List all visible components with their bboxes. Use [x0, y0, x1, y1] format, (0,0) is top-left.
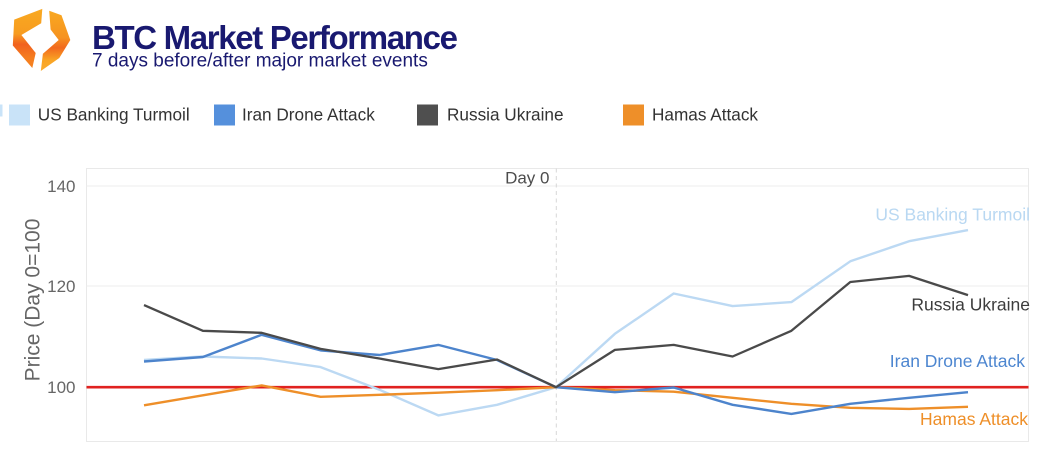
svg-text:Price (Day 0=100: Price (Day 0=100: [22, 219, 45, 382]
svg-text:7 days before/after major mark: 7 days before/after major market events: [92, 51, 428, 72]
svg-text:Day 0: Day 0: [505, 169, 549, 188]
svg-text:Russia Ukraine: Russia Ukraine: [447, 105, 564, 125]
svg-text:BTC Market Performance: BTC Market Performance: [92, 19, 458, 56]
svg-text:120: 120: [47, 277, 75, 296]
svg-text:Iran Drone Attack: Iran Drone Attack: [890, 351, 1025, 371]
svg-text:Russia Ukraine: Russia Ukraine: [911, 295, 1030, 315]
svg-text:140: 140: [47, 177, 75, 196]
svg-text:Iran Drone Attack: Iran Drone Attack: [242, 105, 375, 125]
svg-text:100: 100: [47, 378, 75, 397]
svg-text:US Banking Turmoil: US Banking Turmoil: [38, 105, 190, 125]
svg-text:US Banking Turmoil: US Banking Turmoil: [875, 205, 1030, 225]
svg-text:Hamas Attack: Hamas Attack: [652, 105, 758, 125]
svg-text:Hamas Attack: Hamas Attack: [920, 409, 1028, 429]
